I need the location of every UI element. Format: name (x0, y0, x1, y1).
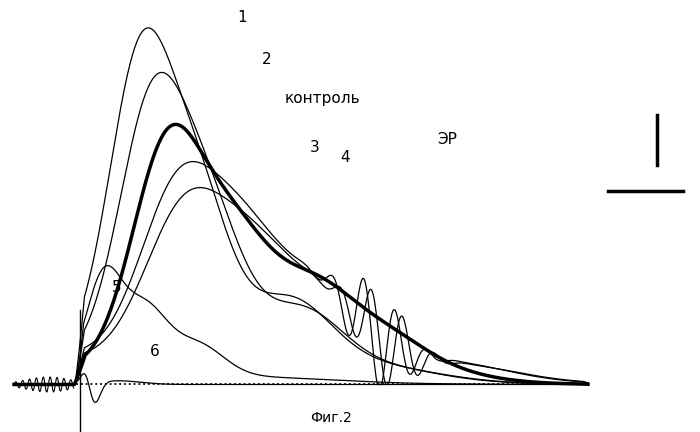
Text: 5: 5 (112, 280, 122, 295)
Text: 2: 2 (262, 53, 272, 67)
Text: 3: 3 (310, 140, 320, 156)
Text: Фиг.2: Фиг.2 (310, 411, 351, 425)
Text: 6: 6 (150, 344, 160, 359)
Text: 4: 4 (340, 150, 349, 165)
Text: ЭР: ЭР (437, 133, 457, 147)
Text: 1: 1 (237, 10, 246, 25)
Text: контроль: контроль (285, 90, 360, 105)
